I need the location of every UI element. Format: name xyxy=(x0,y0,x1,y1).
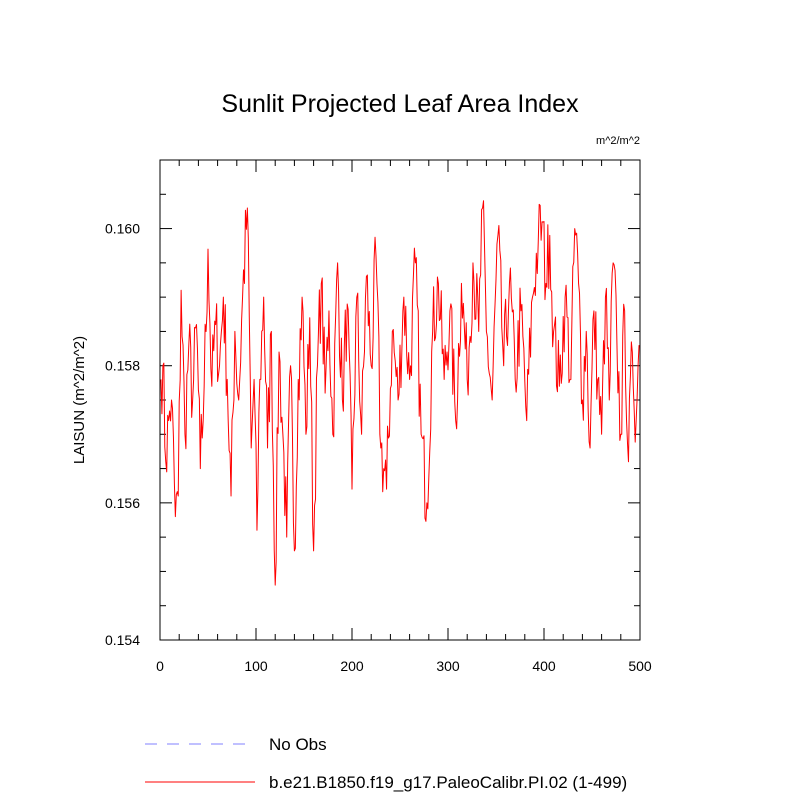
x-tick-label: 300 xyxy=(436,658,460,674)
x-tick-label: 200 xyxy=(340,658,364,674)
x-axis-ticks: 0 100 200 300 400 500 xyxy=(156,160,652,674)
x-tick-label: 0 xyxy=(156,658,164,674)
x-tick-label: 100 xyxy=(244,658,268,674)
legend: No Obs b.e21.B1850.f19_g17.PaleoCalibr.PI… xyxy=(145,735,627,792)
y-tick-label: 0.156 xyxy=(105,495,140,511)
chart-title: Sunlit Projected Leaf Area Index xyxy=(221,90,579,118)
y-tick-label: 0.158 xyxy=(105,358,140,374)
series-line-paleocalibr xyxy=(160,200,640,586)
x-tick-label: 400 xyxy=(532,658,556,674)
x-tick-label: 500 xyxy=(628,658,652,674)
y-axis-ticks: 0.154 0.156 0.158 0.160 xyxy=(105,159,640,648)
units-label: m^2/m^2 xyxy=(596,135,640,147)
legend-label-no-obs: No Obs xyxy=(269,735,327,754)
legend-label-paleocalibr: b.e21.B1850.f19_g17.PaleoCalibr.PI.02 (1… xyxy=(269,773,627,792)
series-layer xyxy=(160,200,640,586)
y-axis-label: LAISUN (m^2/m^2) xyxy=(71,336,88,464)
y-tick-label: 0.154 xyxy=(105,632,140,648)
plot-border xyxy=(159,159,641,641)
plot-frame xyxy=(159,159,641,641)
y-tick-label: 0.160 xyxy=(105,221,140,237)
